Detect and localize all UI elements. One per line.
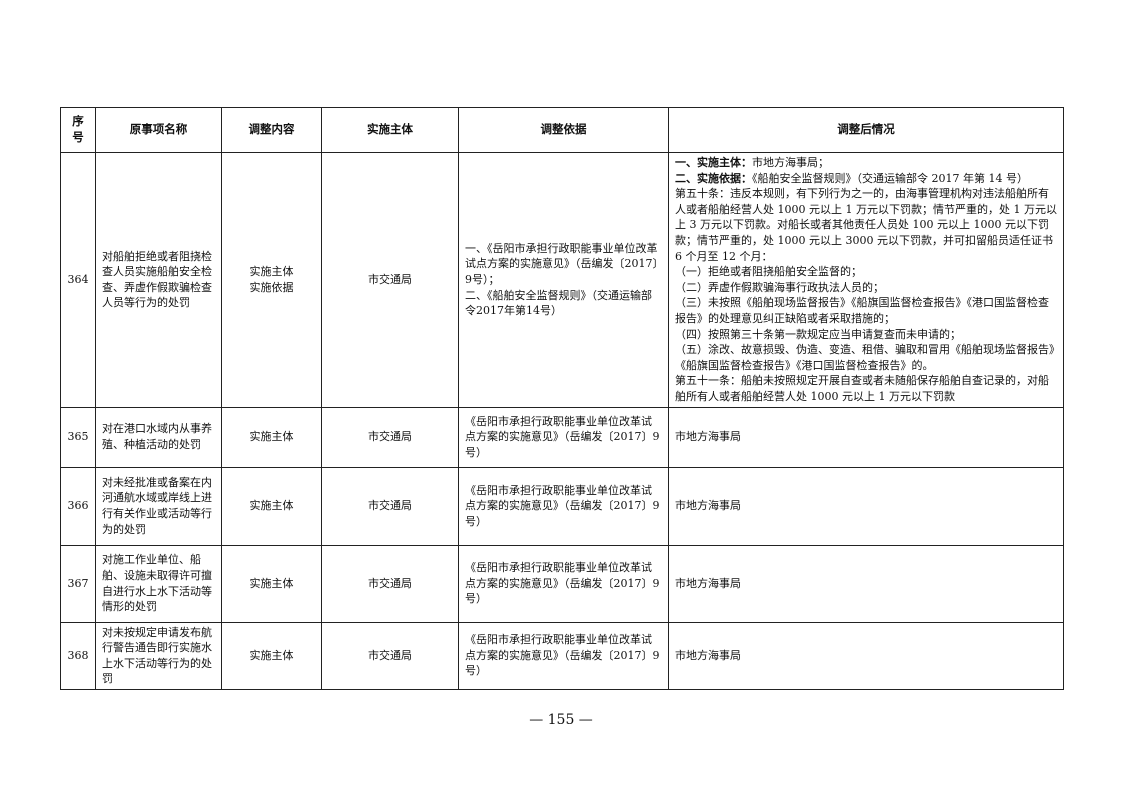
- cell-subject: 市交通局: [321, 544, 459, 623]
- cell-no: 367: [60, 544, 96, 623]
- content-line: 实施主体: [249, 265, 294, 279]
- result-text: 《船舶安全监督规则》（交通运输部令 2017 年第 14 号）: [752, 171, 1028, 185]
- cell-result: 市地方海事局: [668, 621, 1064, 690]
- result-line: 第五十一条：船舶未按照规定开展自查或者未随船保存船舶自查记录的，对船舶所有人或者…: [675, 374, 1049, 403]
- header-result: 调整后情况: [668, 107, 1064, 153]
- result-label: 二、实施依据：: [675, 171, 752, 185]
- header-subject: 实施主体: [321, 107, 459, 153]
- cell-subject: 市交通局: [321, 621, 459, 690]
- table-row: 364 对船舶拒绝或者阻挠检查人员实施船舶安全检查、弄虚作假欺骗检查人员等行为的…: [60, 152, 1064, 408]
- page-number: — 155 —: [529, 712, 593, 728]
- table-row: 366 对未经批准或备案在内河通航水域或岸线上进行有关作业或活动等行为的处罚 实…: [60, 466, 1064, 546]
- cell-result: 市地方海事局: [668, 544, 1064, 623]
- result-line: （五）涂改、故意损毁、伪造、变造、租借、骗取和冒用《船舶现场监督报告》《船旗国监…: [675, 343, 1055, 372]
- cell-name: 对船舶拒绝或者阻挠检查人员实施船舶安全检查、弄虚作假欺骗检查人员等行为的处罚: [95, 152, 222, 408]
- result-line: （四）按照第三十条第一款规定应当申请复查而未申请的；: [675, 327, 961, 341]
- result-line: （三）未按照《船舶现场监督报告》《船旗国监督检查报告》《港口国监督检查报告》的处…: [675, 296, 1049, 325]
- cell-no: 368: [60, 621, 96, 690]
- table-row: 368 对未按规定申请发布航行警告通告即行实施水上水下活动等行为的处罚 实施主体…: [60, 621, 1064, 690]
- cell-content: 实施主体: [221, 466, 322, 546]
- table-header: 序号 原事项名称 调整内容 实施主体 调整依据 调整后情况: [60, 107, 1064, 153]
- cell-result: 市地方海事局: [668, 406, 1064, 468]
- table-row: 367 对施工作业单位、船舶、设施未取得许可擅自进行水上水下活动等情形的处罚 实…: [60, 544, 1064, 623]
- header-content: 调整内容: [221, 107, 322, 153]
- result-text: 市地方海事局；: [752, 156, 829, 169]
- table-row: 365 对在港口水域内从事养殖、种植活动的处罚 实施主体 市交通局 《岳阳市承担…: [60, 406, 1064, 468]
- cell-name: 对在港口水域内从事养殖、种植活动的处罚: [95, 406, 222, 468]
- cell-basis: 《岳阳市承担行政职能事业单位改革试点方案的实施意见》（岳编发〔2017〕9号）: [458, 466, 669, 546]
- cell-no: 364: [60, 152, 96, 408]
- cell-content: 实施主体 实施依据: [221, 152, 322, 408]
- cell-content: 实施主体: [221, 406, 322, 468]
- cell-name: 对未经批准或备案在内河通航水域或岸线上进行有关作业或活动等行为的处罚: [95, 466, 222, 546]
- cell-subject: 市交通局: [321, 152, 459, 408]
- header-basis: 调整依据: [458, 107, 669, 153]
- cell-content: 实施主体: [221, 621, 322, 690]
- cell-result: 一、实施主体：市地方海事局； 二、实施依据：《船舶安全监督规则》（交通运输部令 …: [668, 152, 1064, 408]
- header-no: 序号: [60, 107, 96, 153]
- cell-name: 对未按规定申请发布航行警告通告即行实施水上水下活动等行为的处罚: [95, 621, 222, 690]
- cell-content: 实施主体: [221, 544, 322, 623]
- cell-name: 对施工作业单位、船舶、设施未取得许可擅自进行水上水下活动等情形的处罚: [95, 544, 222, 623]
- cell-basis: 《岳阳市承担行政职能事业单位改革试点方案的实施意见》（岳编发〔2017〕9号）: [458, 544, 669, 623]
- cell-basis: 《岳阳市承担行政职能事业单位改革试点方案的实施意见》（岳编发〔2017〕9号）: [458, 621, 669, 690]
- cell-basis: 一、《岳阳市承担行政职能事业单位改革试点方案的实施意见》（岳编发〔2017〕9号…: [458, 152, 669, 408]
- cell-no: 365: [60, 406, 96, 468]
- header-name: 原事项名称: [95, 107, 222, 153]
- cell-basis: 《岳阳市承担行政职能事业单位改革试点方案的实施意见》（岳编发〔2017〕9号）: [458, 406, 669, 468]
- result-label: 一、实施主体：: [675, 156, 752, 169]
- adjustment-table: 序号 原事项名称 调整内容 实施主体 调整依据 调整后情况 364 对船舶拒绝或…: [60, 107, 1064, 690]
- result-line: （一）拒绝或者阻挠船舶安全监督的；: [675, 265, 862, 279]
- cell-subject: 市交通局: [321, 406, 459, 468]
- cell-no: 366: [60, 466, 96, 546]
- cell-subject: 市交通局: [321, 466, 459, 546]
- result-line: （二）弄虚作假欺骗海事行政执法人员的；: [675, 280, 884, 294]
- content-line: 实施依据: [249, 280, 294, 294]
- cell-result: 市地方海事局: [668, 466, 1064, 546]
- result-line: 第五十条：违反本规则，有下列行为之一的，由海事管理机构对违法船舶所有人或者船舶经…: [675, 187, 1057, 263]
